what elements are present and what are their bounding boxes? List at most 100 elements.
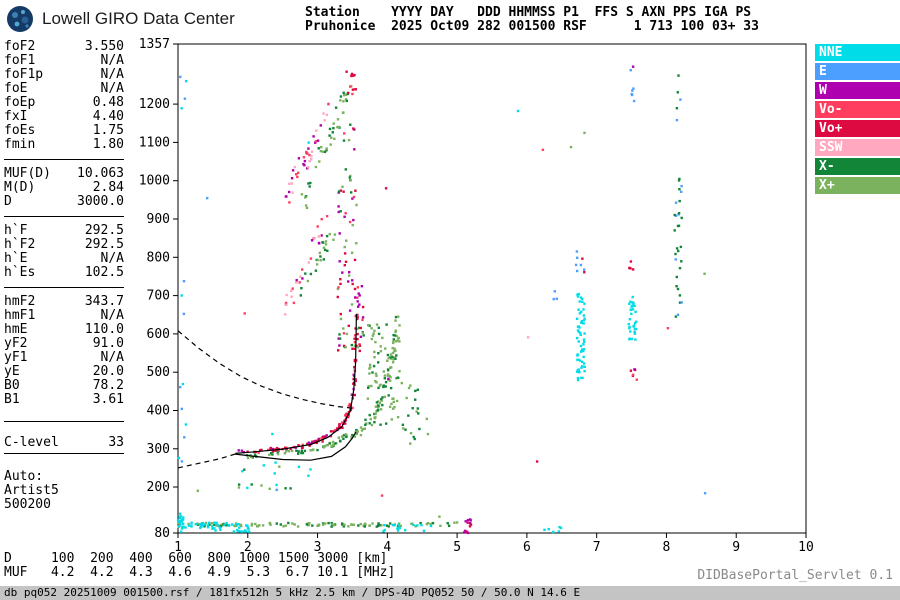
station-header-row1: Station YYYY DAY DDD HHMMSS P1 FFS S AXN… [305, 5, 752, 20]
echo-point [276, 451, 279, 454]
echo-cluster-rfi-75-red [629, 368, 638, 381]
echo-point [345, 70, 348, 73]
echo-point [290, 177, 294, 180]
echo-point [396, 526, 399, 529]
echo-point [381, 396, 384, 399]
echo-point [361, 318, 364, 322]
echo-point [321, 150, 324, 153]
echo-point [326, 249, 329, 252]
echo-point [634, 322, 637, 325]
echo-point [674, 214, 678, 217]
echo-point [349, 174, 352, 178]
echo-point [580, 321, 583, 324]
echo-point [353, 334, 357, 337]
echo-point [297, 450, 300, 453]
echo-point [676, 313, 680, 316]
echo-point [347, 274, 351, 277]
echo-point [577, 358, 580, 361]
echo-point [466, 518, 470, 522]
echo-point [301, 268, 304, 271]
echo-cluster-es-cyan-right [543, 525, 563, 534]
echo-point [383, 528, 386, 532]
echo-point [371, 522, 374, 525]
panel-separator [4, 421, 124, 422]
echo-point [349, 178, 352, 182]
echo-point [579, 331, 582, 335]
y-tick-label: 1200 [139, 97, 170, 112]
echo-point [382, 370, 385, 373]
echo-point [180, 407, 183, 411]
echo-point [315, 263, 319, 266]
echo-point [326, 443, 330, 447]
echo-point [181, 382, 185, 386]
echo-point [303, 159, 307, 163]
echo-point [211, 525, 214, 528]
echo-point [301, 277, 304, 280]
echo-point [332, 238, 335, 241]
echo-point [384, 347, 387, 350]
echo-point [353, 366, 356, 369]
x-tick-label: 4 [383, 540, 391, 555]
echo-point [206, 526, 210, 529]
echo-point [260, 484, 263, 487]
echo-point [353, 435, 357, 438]
echo-point [325, 147, 328, 150]
param-label: foEp [4, 95, 36, 110]
echo-point [271, 453, 274, 456]
echo-point [182, 525, 185, 528]
y-tick-label: 1000 [139, 174, 170, 189]
echo-point [368, 367, 371, 370]
giro-globe-logo-icon [7, 6, 33, 32]
echo-point [367, 385, 370, 388]
echo-point [278, 465, 281, 468]
echo-point [386, 359, 389, 362]
echo-point [218, 524, 221, 528]
echo-point [243, 468, 246, 471]
auto-line: 500200 [4, 497, 51, 512]
echo-point [344, 414, 347, 417]
echo-point [535, 460, 539, 463]
echo-point [290, 289, 293, 292]
echo-point [345, 99, 348, 103]
echo-point [416, 407, 419, 410]
echo-point [676, 287, 680, 291]
echo-point [342, 525, 345, 528]
echo-point [379, 383, 382, 386]
echo-point [351, 433, 354, 437]
y-tick-label: 80 [154, 526, 170, 541]
echo-point [392, 340, 395, 343]
echo-point [373, 350, 376, 354]
echo-point [239, 523, 242, 526]
echo-point [349, 85, 352, 88]
echo-point [678, 188, 681, 191]
echo-point [396, 376, 399, 379]
param-value: N/A [100, 308, 124, 323]
echo-point [679, 245, 683, 249]
echo-point [387, 356, 390, 360]
echo-point [409, 432, 413, 435]
echo-point [389, 376, 392, 379]
parameter-group: MUF(D) 10.063 M(D) 2.84 D 3000.0 [4, 167, 124, 209]
echo-point [389, 353, 393, 356]
echo-point [552, 530, 555, 534]
echo-point [187, 522, 190, 526]
echo-point [357, 326, 361, 330]
echo-point [463, 529, 467, 533]
echo-point [332, 430, 335, 433]
echo-point [342, 190, 345, 193]
echo-point [581, 365, 584, 368]
echo-point [411, 522, 414, 525]
echo-point [300, 287, 303, 290]
echo-point [200, 525, 203, 528]
echo-cluster-rfi-75-cyan [627, 295, 638, 341]
echo-point [378, 524, 381, 527]
echo-point [338, 423, 341, 426]
echo-point [301, 451, 305, 455]
parameter-group: C-level 33 [4, 436, 124, 450]
echo-point [552, 297, 555, 301]
echo-point [419, 521, 422, 525]
o-trace-fit [235, 313, 357, 454]
y-tick-label: 400 [147, 404, 170, 419]
echo-point [420, 523, 423, 527]
echo-point [348, 176, 351, 179]
